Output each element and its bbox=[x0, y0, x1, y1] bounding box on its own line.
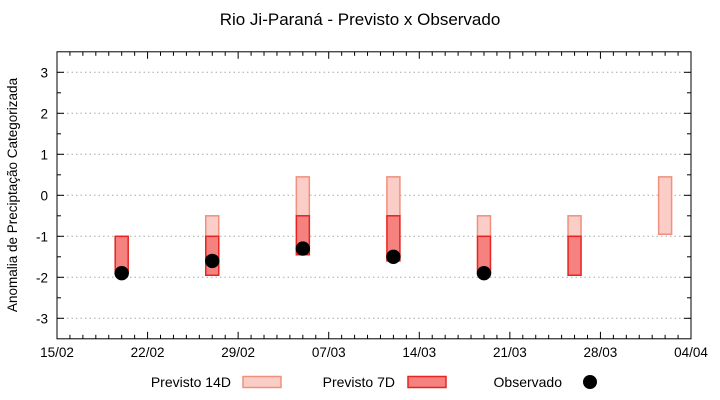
observado-dot bbox=[114, 266, 129, 281]
x-tick-label: 15/02 bbox=[40, 345, 74, 360]
x-tick-label: 22/02 bbox=[131, 345, 165, 360]
y-tick-label: 2 bbox=[40, 106, 48, 121]
legend-swatch-previsto-14d-icon bbox=[242, 375, 282, 389]
x-tick-label: 29/02 bbox=[221, 345, 255, 360]
legend-swatch-previsto-7d-icon bbox=[407, 375, 447, 389]
x-tick-labels: 15/02 22/02 29/02 07/03 14/03 21/03 28/03 04/04 bbox=[40, 345, 708, 360]
y-tick-label: -1 bbox=[36, 229, 48, 244]
x-tick-label: 04/04 bbox=[674, 345, 708, 360]
x-tick-label: 07/03 bbox=[312, 345, 346, 360]
previsto-14d-bar bbox=[476, 215, 492, 238]
y-axis-label: Anomalia de Preciptação Categorizada bbox=[5, 77, 20, 312]
gridlines bbox=[58, 71, 690, 319]
legend-label-previsto-7d: Previsto 7D bbox=[323, 374, 395, 390]
observed-dots bbox=[114, 241, 492, 281]
previsto-14d-bar bbox=[295, 176, 311, 217]
previsto-7d-bar bbox=[567, 235, 582, 277]
observado-dot bbox=[476, 266, 492, 281]
legend-swatch-observado-icon bbox=[583, 375, 597, 389]
y-tick-label: 0 bbox=[40, 188, 48, 203]
x-tick-label: 21/03 bbox=[493, 345, 527, 360]
legend: Previsto 14D Previsto 7D Observado bbox=[151, 374, 597, 390]
previsto-14d-bar bbox=[386, 176, 401, 217]
chart-title: Rio Ji-Paraná - Previsto x Observado bbox=[220, 10, 501, 29]
y-tick-label: -3 bbox=[36, 311, 48, 326]
observado-dot bbox=[386, 249, 401, 264]
legend-label-previsto-14d: Previsto 14D bbox=[151, 374, 231, 390]
y-tick-label: -2 bbox=[36, 270, 48, 285]
previsto-14d-bar bbox=[657, 176, 673, 236]
y-tick-label: 1 bbox=[40, 147, 48, 162]
y-tick-labels: -3 -2 -1 0 1 2 3 bbox=[36, 65, 48, 326]
legend-label-observado: Observado bbox=[494, 374, 563, 390]
observado-dot bbox=[205, 253, 220, 269]
forecast-bars bbox=[114, 176, 673, 277]
axis-ticks bbox=[56, 51, 692, 339]
previsto-14d-bar bbox=[567, 215, 582, 238]
x-tick-label: 28/03 bbox=[584, 345, 618, 360]
previsto-14d-bar bbox=[205, 215, 220, 238]
x-tick-label: 14/03 bbox=[402, 345, 436, 360]
observado-dot bbox=[295, 241, 311, 256]
y-tick-label: 3 bbox=[40, 65, 48, 80]
